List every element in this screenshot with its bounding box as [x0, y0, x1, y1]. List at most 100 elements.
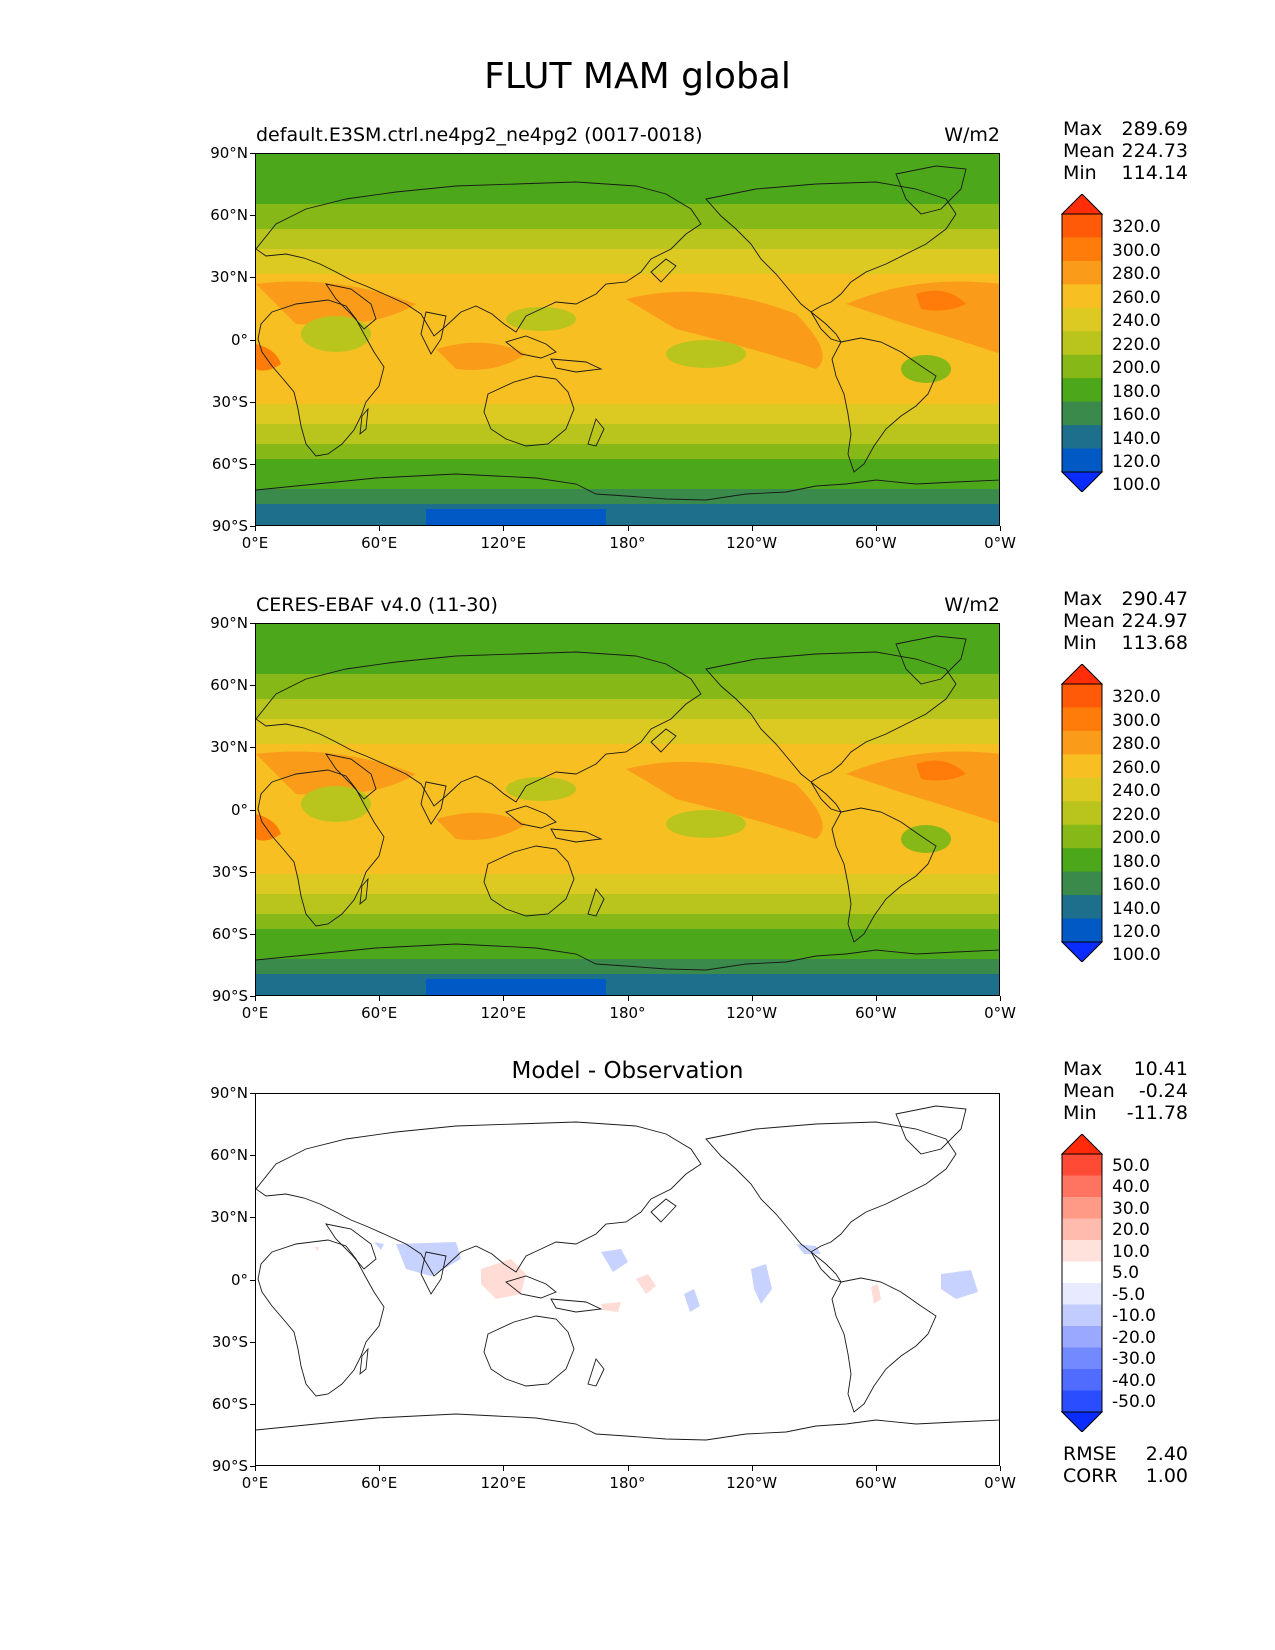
colorbar-tick-label: 100.0 [1112, 945, 1161, 966]
latitude-tick-label: 90°S [211, 517, 248, 535]
latitude-tick [250, 1279, 255, 1281]
coastline [325, 1223, 377, 1270]
panel-2-title: CERES-EBAF v4.0 (11-30) [256, 594, 498, 616]
field-band [256, 459, 999, 474]
cool-patch [506, 777, 576, 801]
warm-patch [626, 291, 823, 369]
panel-3-mean: -0.24 [1138, 1080, 1188, 1102]
longitude-tick [627, 996, 629, 1001]
panel-1-stats: Max 289.69 Mean 224.73 Min 114.14 [1063, 118, 1188, 184]
colorbar-segment [1062, 1283, 1102, 1305]
longitude-tick [875, 996, 877, 1001]
longitude-tick-label: 120°W [726, 1004, 778, 1022]
longitude-tick-label: 180° [609, 1474, 646, 1492]
colorbar-segment [1062, 754, 1102, 779]
colorbar-extend-high [1060, 664, 1104, 685]
coastline [650, 1198, 677, 1223]
colorbar-segment [1062, 378, 1102, 403]
colorbar-segment [1062, 307, 1102, 332]
panel-3-map [255, 1093, 1000, 1466]
map-canvas [256, 624, 999, 995]
cool-patch [666, 810, 746, 838]
colorbar-tick-label: 5.0 [1112, 1263, 1140, 1283]
panel-2-max-label: Max [1063, 588, 1103, 610]
longitude-tick [503, 526, 505, 531]
colorbar-segment [1062, 331, 1102, 356]
longitude-tick [379, 996, 381, 1001]
latitude-tick-label: 90°S [211, 1457, 248, 1475]
longitude-tick [255, 526, 256, 531]
panel-2-unit: W/m2 [944, 594, 1000, 616]
colorbar-segment [1062, 1326, 1102, 1348]
colorbar-tick-label: 320.0 [1112, 687, 1161, 708]
colorbar-segment [1062, 707, 1102, 732]
latitude-tick [250, 685, 255, 687]
colorbar-tick-label: -5.0 [1112, 1284, 1146, 1305]
cool-patch [506, 307, 576, 331]
latitude-tick [250, 933, 255, 935]
latitude-tick-label: 0° [230, 1270, 248, 1289]
map-canvas [256, 154, 999, 525]
colorbar-tick-label: -50.0 [1112, 1392, 1156, 1412]
coastline [359, 877, 369, 906]
latitude-tick-label: 30°S [211, 1332, 248, 1351]
panel-2-mean-label: Mean [1063, 610, 1115, 632]
colorbar-tick-label: 200.0 [1112, 358, 1161, 379]
colorbar-tick-label: 320.0 [1112, 217, 1161, 238]
colorbar-frame [1061, 683, 1103, 943]
negative-anomaly [941, 1270, 978, 1299]
panel-1-mean: 224.73 [1121, 140, 1188, 162]
colorbar-tick-label: 160.0 [1112, 405, 1161, 426]
colorbar-segment [1062, 214, 1102, 238]
colorbar-tick-label: 180.0 [1112, 381, 1161, 402]
latitude-tick-label: 90°S [211, 987, 248, 1005]
panel-3-metrics: RMSE 2.40 CORR 1.00 [1063, 1443, 1188, 1487]
panel-1-unit: W/m2 [944, 124, 1000, 146]
panel-2-min: 113.68 [1121, 632, 1188, 654]
field-band [256, 154, 999, 179]
longitude-tick-label: 180° [609, 1004, 646, 1022]
longitude-tick [1000, 996, 1001, 1001]
negative-anomaly [751, 1264, 772, 1304]
longitude-tick [255, 996, 256, 1001]
negative-anomaly [374, 1242, 384, 1250]
positive-anomaly [636, 1274, 656, 1294]
latitude-tick [250, 215, 255, 217]
coastline [587, 1358, 605, 1387]
colorbar-tick-label: -10.0 [1112, 1306, 1156, 1326]
coastline [483, 845, 575, 917]
longitude-tick [751, 1466, 753, 1471]
longitude-tick [751, 526, 753, 531]
field-band [256, 444, 999, 459]
positive-anomaly [314, 1247, 319, 1251]
latitude-tick-label: 30°N [210, 738, 248, 757]
longitude-tick-label: 0°W [984, 1474, 1016, 1492]
colorbar-segment [1062, 730, 1102, 755]
field-band [256, 894, 999, 914]
coastline [705, 181, 957, 313]
latitude-tick [250, 153, 255, 154]
coastline [550, 828, 603, 843]
colorbar-tick-label: 30.0 [1112, 1198, 1150, 1219]
longitude-tick-label: 0°E [241, 1474, 269, 1492]
polar-patch [426, 979, 606, 995]
colorbar-segment [1062, 801, 1102, 826]
colorbar-tick-label: -20.0 [1112, 1327, 1156, 1348]
latitude-tick-label: 90°N [210, 1084, 248, 1102]
polar-patch [426, 509, 606, 525]
longitude-tick [1000, 1466, 1001, 1471]
colorbar-tick-label: 140.0 [1112, 428, 1161, 449]
longitude-tick [1000, 526, 1001, 531]
latitude-tick [250, 871, 255, 873]
coastline [650, 728, 677, 753]
longitude-tick [875, 1466, 877, 1471]
warm-patch [436, 812, 526, 840]
coastline [483, 1315, 575, 1387]
colorbar-tick-label: -40.0 [1112, 1370, 1156, 1391]
coastline [420, 781, 447, 825]
coastline [256, 181, 702, 337]
colorbar-tick-label: 50.0 [1112, 1155, 1150, 1176]
colorbar-tick-label: 160.0 [1112, 875, 1161, 896]
coastline [257, 769, 385, 927]
cool-patch [666, 340, 746, 368]
